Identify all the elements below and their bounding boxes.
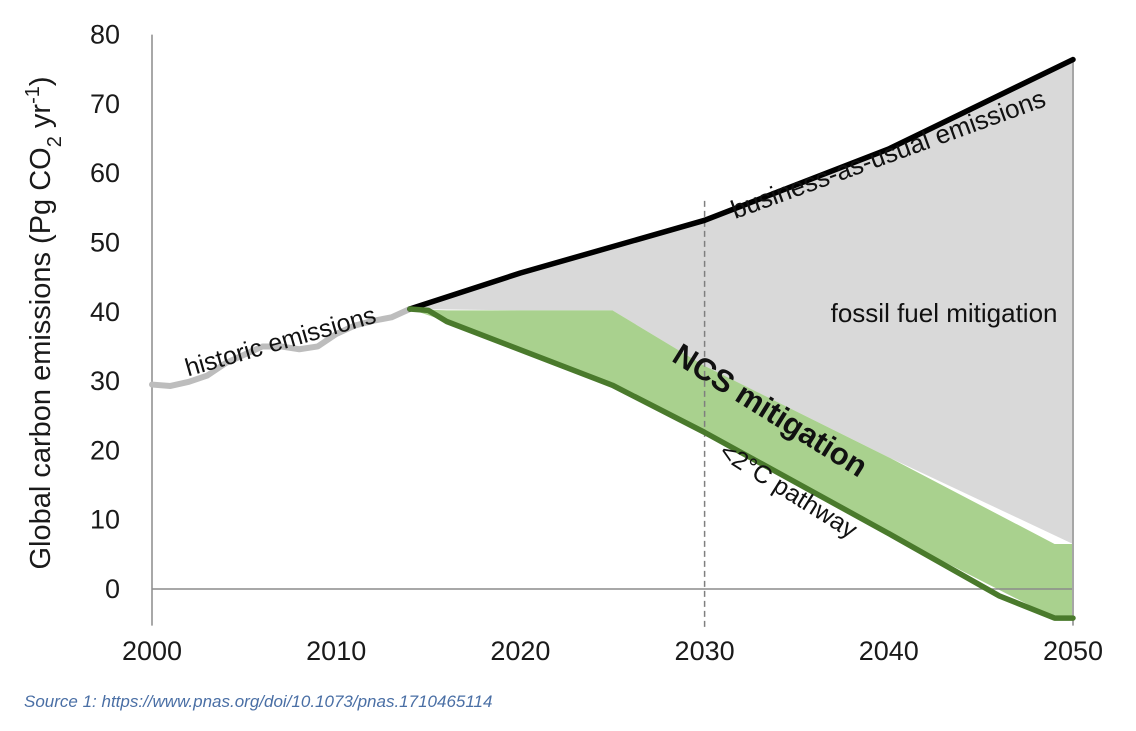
y-axis-label-sup: -1 <box>22 86 44 104</box>
y-tick-label-10: 10 <box>90 505 120 535</box>
fossil-fuel-mitigation-area <box>409 59 1073 544</box>
x-tick-label-2010: 2010 <box>306 636 366 666</box>
y-tick-label-80: 80 <box>90 20 120 50</box>
y-axis-label-sub: 2 <box>44 136 66 147</box>
axes-layer <box>151 34 1074 628</box>
y-axis-label-close: ) <box>25 76 57 86</box>
x-tick-label-2000: 2000 <box>122 636 182 666</box>
emissions-chart: 2000 2010 2020 2030 2040 20500102030405060708… <box>22 20 1103 666</box>
areas-layer <box>409 59 1073 619</box>
source-note: Source 1: https://www.pnas.org/doi/10.10… <box>24 692 493 711</box>
x-tick-label-2050: 2050 <box>1043 636 1103 666</box>
y-tick-label-40: 40 <box>90 297 120 327</box>
x-tick-label-2020: 2020 <box>490 636 550 666</box>
business-as-usual-emissions-line <box>407 56 1076 312</box>
lines-layer <box>149 56 1076 621</box>
y-tick-label-50: 50 <box>90 228 120 258</box>
tick-labels: 2000 2010 2020 2030 2040 20500102030405060708… <box>90 20 1103 666</box>
historic-emissions-line <box>149 306 413 389</box>
y-tick-label-70: 70 <box>90 89 120 119</box>
annotation-historic-emissions: historic emissions <box>182 301 379 382</box>
2-c-pathway-line <box>407 306 1076 621</box>
y-tick-label-20: 20 <box>90 435 120 465</box>
y-tick-label-0: 0 <box>105 574 120 604</box>
y-axis-label-unit: yr <box>25 104 57 137</box>
y-tick-label-60: 60 <box>90 158 120 188</box>
x-tick-label-2030: 2030 <box>675 636 735 666</box>
annotation-fossil-fuel-mitigation: fossil fuel mitigation <box>831 298 1058 328</box>
y-axis-label: Global carbon emissions (Pg CO2 yr-1) <box>22 76 66 569</box>
y-tick-label-30: 30 <box>90 366 120 396</box>
x-tick-label-2040: 2040 <box>859 636 919 666</box>
y-axis-label-main: Global carbon emissions (Pg CO <box>25 147 57 569</box>
